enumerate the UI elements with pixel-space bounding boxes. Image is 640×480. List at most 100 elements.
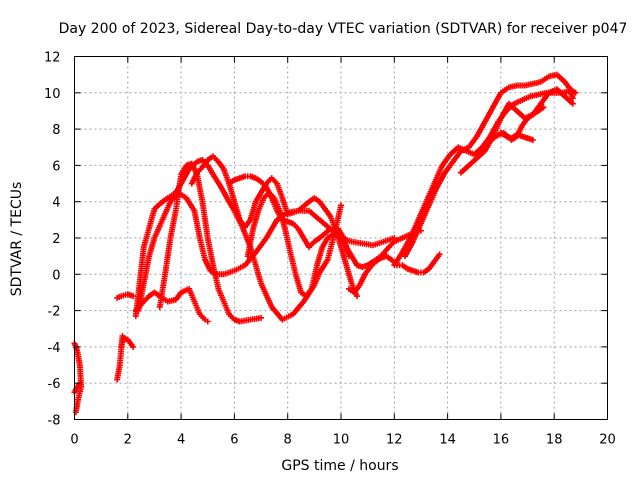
data-point [540, 81, 542, 83]
data-point [76, 349, 78, 352]
data-point [428, 204, 430, 206]
data-point [201, 201, 204, 203]
y-tick-label: 4 [52, 196, 60, 211]
data-point [289, 251, 291, 254]
data-point [521, 124, 523, 127]
data-point [204, 319, 206, 321]
y-tick-label: -8 [48, 414, 61, 429]
data-point [468, 146, 470, 148]
data-series-sat-e [118, 334, 137, 350]
data-point [452, 161, 454, 163]
data-point [319, 219, 321, 221]
data-point [391, 259, 393, 261]
data-point [532, 139, 534, 141]
data-point [548, 75, 550, 78]
data-point [404, 255, 406, 257]
data-point [345, 264, 347, 266]
y-tick-label: 2 [52, 232, 60, 247]
axis-ticks: 0 2 4 6 8 10 12 14 16 18 20 -8 -6 -4 -2 0 2 4 6 8 10 12 [44, 51, 616, 448]
data-point [313, 241, 315, 243]
data-point [281, 319, 283, 321]
data-series-sat-i [156, 160, 265, 325]
y-tick-label: -2 [48, 305, 61, 320]
data-point [127, 293, 129, 295]
data-point [204, 259, 206, 261]
data-point [532, 83, 534, 85]
y-tick-label: 0 [52, 268, 60, 283]
data-point [260, 317, 262, 319]
x-tick-label: 2 [124, 433, 132, 448]
data-point [308, 201, 310, 203]
data-point [564, 81, 566, 83]
data-point [77, 397, 80, 399]
data-point [303, 300, 305, 303]
data-point [319, 271, 321, 274]
data-point [372, 244, 374, 246]
data-series-sat-m [345, 251, 443, 296]
data-point [207, 164, 209, 166]
data-point [423, 271, 425, 274]
data-point [175, 299, 177, 301]
data-point [569, 88, 571, 90]
data-point [401, 264, 403, 266]
data-point [327, 237, 329, 239]
y-tick-label: -4 [48, 341, 61, 356]
data-point [212, 173, 214, 176]
y-tick-label: 8 [52, 123, 60, 138]
data-point [169, 201, 172, 203]
data-point [526, 117, 529, 119]
data-point [132, 295, 134, 297]
data-point [425, 201, 427, 203]
data-point [167, 300, 169, 303]
data-series-sat-c [114, 291, 137, 301]
data-point [271, 177, 273, 179]
data-point [449, 153, 451, 156]
data-point [407, 268, 409, 270]
x-tick-label: 20 [599, 433, 616, 448]
data-series-sat-l [244, 189, 352, 300]
data-point [220, 186, 222, 188]
data-point [201, 159, 204, 161]
data-point [188, 168, 190, 170]
data-point [516, 133, 518, 136]
data-point [161, 219, 164, 221]
y-tick-label: -6 [48, 377, 61, 392]
x-tick-label: 10 [333, 433, 350, 448]
data-point [361, 266, 363, 268]
data-point [468, 164, 470, 166]
data-point [356, 264, 358, 266]
data-point [132, 346, 134, 348]
data-point [233, 179, 235, 181]
data-point [249, 175, 251, 177]
data-point [212, 264, 214, 266]
x-tick-label: 16 [493, 433, 510, 448]
data-point [351, 241, 353, 243]
data-point [521, 135, 523, 137]
data-point [505, 135, 507, 137]
y-axis-label: SDTVAR / TECUs [9, 182, 25, 297]
data-point [524, 84, 526, 87]
data-point [143, 300, 145, 303]
data-point [217, 288, 220, 290]
data-point [177, 192, 180, 194]
data-point [196, 172, 198, 174]
data-point [337, 228, 339, 230]
data-point [393, 237, 395, 239]
data-point [460, 172, 462, 174]
data-point [417, 219, 419, 221]
data-point [473, 153, 475, 156]
data-point [484, 150, 486, 152]
data-point [217, 161, 220, 163]
data-point [188, 288, 190, 290]
data-point [228, 313, 230, 315]
data-point [153, 237, 156, 239]
data-point [257, 210, 259, 212]
data-point [207, 159, 209, 161]
data-point [532, 113, 534, 116]
x-tick-label: 6 [230, 433, 238, 448]
data-point [279, 210, 281, 212]
data-point [263, 197, 265, 199]
data-point [199, 313, 201, 315]
data-point [436, 186, 438, 188]
data-point [494, 135, 497, 137]
